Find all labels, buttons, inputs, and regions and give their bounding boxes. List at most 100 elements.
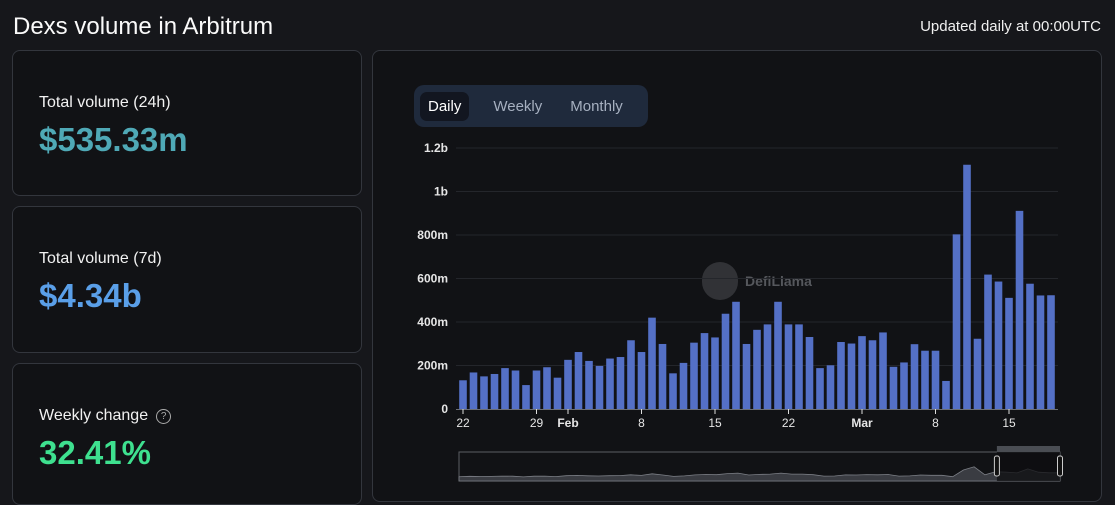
y-tick-label: 200m — [417, 359, 448, 373]
bar[interactable] — [742, 343, 751, 409]
bar[interactable] — [973, 338, 982, 409]
bar[interactable] — [994, 281, 1003, 409]
toggle-weekly[interactable]: Weekly — [493, 97, 543, 115]
bar[interactable] — [826, 365, 835, 409]
bar[interactable] — [627, 340, 635, 409]
bar[interactable] — [847, 343, 856, 409]
bar[interactable] — [595, 365, 604, 409]
bar[interactable] — [532, 370, 541, 409]
bar[interactable] — [805, 337, 814, 409]
bar[interactable] — [910, 344, 919, 409]
bar[interactable] — [501, 368, 509, 409]
stat-label: Total volume (24h) — [39, 94, 171, 111]
bar[interactable] — [564, 359, 572, 409]
bar[interactable] — [868, 340, 877, 409]
bar[interactable] — [1047, 295, 1055, 409]
slider-resize-handle[interactable] — [1057, 455, 1063, 477]
bar[interactable] — [837, 342, 845, 409]
bar[interactable] — [795, 324, 803, 409]
bar[interactable] — [963, 164, 971, 409]
y-tick-label: 1.2b — [424, 141, 448, 155]
bar[interactable] — [606, 358, 614, 409]
stat-value: $535.33m — [39, 121, 188, 158]
bar-chart: DefiLlama 0 200m 400m 600m 800m 1b 1.2b 22 29 Fe… — [417, 141, 1063, 482]
bar[interactable] — [511, 370, 520, 409]
slider-preview-area — [458, 466, 1061, 482]
bar[interactable] — [931, 350, 940, 409]
bar[interactable] — [900, 362, 908, 409]
watermark-text: DefiLlama — [745, 273, 812, 289]
y-tick-label: 400m — [417, 315, 448, 329]
bar[interactable] — [732, 301, 740, 409]
bar[interactable] — [879, 332, 887, 409]
y-tick-label: 0 — [441, 402, 448, 416]
x-tick-label: 8 — [638, 416, 645, 430]
bar[interactable] — [690, 342, 698, 409]
bar[interactable] — [616, 357, 625, 409]
x-tick-label: Feb — [557, 416, 578, 430]
question-circle-icon[interactable]: ? — [156, 408, 172, 424]
page-title: Dexs volume in Arbitrum — [13, 13, 274, 40]
x-tick-label: 29 — [530, 416, 544, 430]
volume-chart-panel: Daily Weekly Monthly DefiLlama 0 200m 400m… — [372, 50, 1102, 502]
bar[interactable] — [480, 376, 488, 409]
watermark: DefiLlama — [702, 262, 812, 300]
bar[interactable] — [679, 362, 688, 409]
slider-move-handle[interactable] — [996, 446, 1060, 452]
stat-value: $4.34b — [39, 277, 142, 314]
bar[interactable] — [952, 234, 961, 409]
slider-selection[interactable] — [996, 452, 1060, 481]
bar[interactable] — [700, 333, 709, 409]
bar[interactable] — [942, 380, 950, 409]
bar[interactable] — [816, 368, 824, 409]
stat-card-weekly-change: Weekly change ? 32.41% — [12, 363, 362, 505]
stat-label: Weekly change — [39, 407, 149, 424]
bar[interactable] — [1026, 283, 1034, 409]
bar[interactable] — [658, 343, 667, 409]
bar[interactable] — [522, 385, 530, 409]
bar[interactable] — [711, 337, 719, 409]
stat-card-24h-volume: Total volume (24h) $535.33m — [12, 50, 362, 196]
bar[interactable] — [774, 301, 782, 409]
bar[interactable] — [469, 372, 478, 409]
bar[interactable] — [585, 360, 593, 409]
bar[interactable] — [784, 324, 793, 409]
y-tick-label: 600m — [417, 272, 448, 286]
toggle-monthly[interactable]: Monthly — [570, 97, 623, 115]
stat-label-row: Weekly change ? — [39, 407, 172, 425]
stat-value: 32.41% — [39, 434, 151, 471]
zoom-slider[interactable] — [458, 446, 1063, 482]
y-tick-label: 1b — [434, 185, 448, 199]
y-tick-label: 800m — [417, 228, 448, 242]
stat-card-7d-volume: Total volume (7d) $4.34b — [12, 206, 362, 353]
bar[interactable] — [1015, 210, 1024, 409]
bar[interactable] — [984, 274, 992, 409]
bar[interactable] — [648, 317, 656, 409]
x-tick-label: 8 — [932, 416, 939, 430]
bar[interactable] — [669, 373, 677, 409]
bar[interactable] — [721, 313, 730, 409]
bar[interactable] — [543, 367, 551, 409]
stat-label: Total volume (7d) — [39, 250, 162, 267]
bar[interactable] — [553, 377, 562, 409]
bar[interactable] — [858, 336, 866, 409]
x-tick-label: 22 — [782, 416, 796, 430]
bar[interactable] — [459, 380, 467, 409]
bar[interactable] — [574, 352, 583, 409]
bar[interactable] — [889, 366, 898, 409]
x-tick-label: 15 — [1002, 416, 1016, 430]
bar[interactable] — [921, 350, 929, 409]
x-tick-label: 15 — [708, 416, 722, 430]
bar[interactable] — [763, 324, 772, 409]
slider-resize-handle[interactable] — [993, 455, 1000, 477]
defillama-logo-icon — [702, 262, 738, 300]
bar[interactable] — [490, 373, 499, 409]
bar[interactable] — [753, 329, 761, 409]
x-tick-label: 22 — [456, 416, 470, 430]
bar[interactable] — [637, 352, 646, 409]
bar[interactable] — [1036, 295, 1045, 409]
period-toggle: Daily Weekly Monthly — [414, 85, 648, 127]
x-tick-label: Mar — [851, 416, 873, 430]
toggle-daily[interactable]: Daily — [420, 91, 470, 121]
bar[interactable] — [1005, 297, 1013, 409]
